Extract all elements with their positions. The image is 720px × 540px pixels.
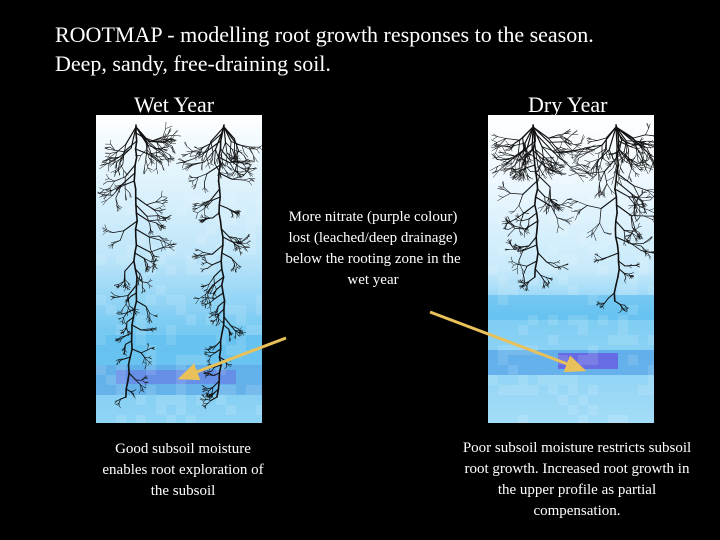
- dry-year-root-visualization: [488, 115, 654, 423]
- dry-year-note: Poor subsoil moisture restricts subsoil …: [462, 440, 692, 519]
- title-line-2: Deep, sandy, free-draining soil.: [55, 51, 331, 76]
- dry-year-label: Dry Year: [528, 92, 608, 117]
- nitrate-leaching-note: More nitrate (purple colour) lost (leach…: [285, 209, 461, 288]
- wet-year-root-visualization: [96, 115, 262, 423]
- wet-year-label: Wet Year: [134, 92, 215, 117]
- title-text: ROOTMAP - modelling root growth response…: [55, 20, 594, 78]
- wet-year-simulation-image: [96, 115, 262, 423]
- wet-year-note: Good subsoil moisture enables root explo…: [102, 441, 264, 499]
- title-line-1: ROOTMAP - modelling root growth response…: [55, 22, 594, 47]
- dry-year-simulation-image: [488, 115, 654, 423]
